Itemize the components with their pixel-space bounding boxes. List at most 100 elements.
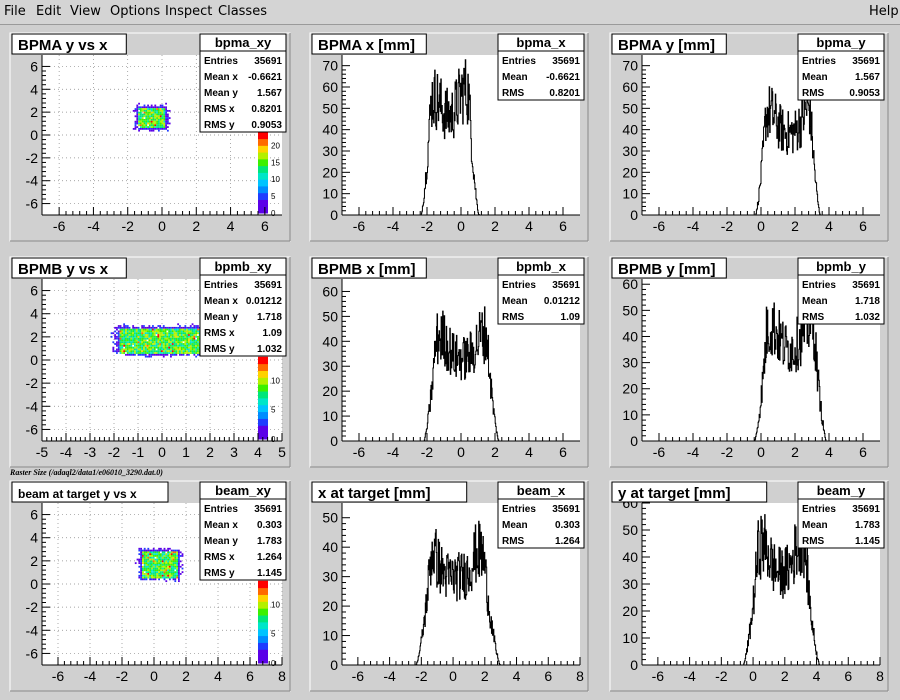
menu-options[interactable]: Options — [110, 4, 161, 19]
stats-value: 0.8201 — [549, 88, 580, 99]
heatmap-cell — [172, 564, 175, 566]
heatmap-cell — [188, 330, 190, 333]
heatmap-cell — [152, 118, 155, 121]
x-tick-label: 8 — [576, 668, 584, 684]
heatmap-cell — [123, 344, 126, 347]
x-tick-label: 2 — [192, 218, 200, 234]
heatmap-cell — [161, 126, 164, 128]
heatmap-cell — [137, 352, 140, 354]
heatmap-cell — [141, 115, 144, 118]
stats-value: 1.567 — [855, 72, 880, 83]
menu-inspect[interactable]: Inspect — [165, 4, 213, 19]
heatmap-cell — [161, 352, 163, 354]
heatmap-cell — [149, 569, 151, 572]
palette-cell — [258, 363, 268, 371]
heatmap-cell — [134, 352, 136, 354]
x-tick-label: -6 — [353, 444, 366, 460]
heatmap-cell — [177, 344, 180, 347]
heatmap-cell — [179, 334, 181, 336]
heatmap-cell — [163, 122, 166, 125]
heatmap-cell — [176, 553, 178, 556]
heatmap-cell — [177, 339, 180, 342]
heatmap-cell — [173, 348, 176, 351]
heatmap-cell — [153, 335, 156, 338]
heatmap-cell — [174, 574, 177, 577]
heatmap-cell — [145, 117, 148, 119]
heatmap-cell — [140, 564, 142, 566]
heatmap-cell — [170, 350, 172, 353]
y-tick-label: 70 — [322, 58, 338, 74]
heatmap-cell — [153, 350, 156, 353]
heatmap-cell — [175, 330, 178, 333]
heatmap-cell — [147, 118, 149, 121]
heatmap-cell — [132, 328, 135, 331]
heatmap-cell — [180, 350, 183, 353]
heatmap-cell — [139, 118, 142, 121]
heatmap-cell — [142, 569, 144, 572]
heatmap-cell — [158, 547, 160, 550]
heatmap-cell — [173, 339, 176, 342]
heatmap-cell — [128, 326, 131, 329]
heatmap-cell — [148, 115, 151, 118]
menu-help[interactable]: Help — [869, 4, 899, 19]
heatmap-cell — [169, 567, 171, 570]
menu-view[interactable]: View — [70, 4, 101, 19]
stats-label: RMS x — [204, 552, 235, 563]
heatmap-cell — [176, 573, 178, 575]
heatmap-cell — [138, 120, 140, 123]
heatmap-cell — [189, 346, 192, 349]
heatmap-cell — [139, 352, 142, 354]
heatmap-cell — [137, 339, 140, 342]
heatmap-cell — [146, 332, 149, 335]
heatmap-cell — [154, 567, 157, 570]
heatmap-cell — [116, 326, 118, 329]
x-tick-label: 6 — [859, 444, 867, 460]
heatmap-cell — [110, 332, 113, 335]
heatmap-cell — [180, 341, 183, 344]
heatmap-cell — [178, 556, 180, 559]
heatmap-cell — [172, 565, 175, 568]
heatmap-cell — [182, 339, 185, 342]
heatmap-cell — [130, 341, 133, 344]
y-tick-label: 0 — [30, 576, 38, 592]
heatmap-cell — [166, 328, 169, 331]
heatmap-cell — [132, 330, 135, 333]
heatmap-cell — [193, 335, 196, 338]
heatmap-cell — [166, 341, 169, 344]
heatmap-cell — [161, 576, 164, 579]
heatmap-cell — [125, 343, 127, 345]
stats-value: 35691 — [552, 504, 580, 515]
heatmap-cell — [144, 341, 147, 344]
x-tick-label: -2 — [721, 444, 734, 460]
heatmap-cell — [164, 326, 167, 329]
heatmap-cell — [157, 115, 160, 118]
stats-value: 35691 — [552, 56, 580, 67]
y-tick-label: 20 — [322, 383, 338, 399]
heatmap-cell — [178, 571, 180, 574]
heatmap-cell — [139, 335, 142, 338]
heatmap-cell — [153, 341, 156, 344]
heatmap-cell — [162, 353, 165, 356]
heatmap-cell — [181, 571, 184, 574]
heatmap-cell — [146, 352, 149, 354]
heatmap-cell — [152, 337, 154, 340]
heatmap-cell — [193, 350, 196, 353]
heatmap-cell — [150, 124, 153, 127]
heatmap-cell — [156, 106, 158, 109]
x-tick-label: -4 — [683, 668, 696, 684]
heatmap-cell — [157, 117, 160, 119]
heatmap-cell — [151, 576, 153, 579]
menu-edit[interactable]: Edit — [36, 4, 62, 19]
heatmap-cell — [125, 325, 127, 327]
heatmap-cell — [178, 580, 180, 583]
menu-classes[interactable]: Classes — [218, 4, 267, 19]
heatmap-cell — [132, 352, 135, 354]
heatmap-cell — [177, 326, 180, 329]
menu-file[interactable]: File — [4, 4, 26, 19]
heatmap-cell — [169, 556, 171, 559]
heatmap-cell — [136, 108, 139, 110]
heatmap-cell — [175, 326, 178, 329]
heatmap-cell — [123, 348, 126, 351]
